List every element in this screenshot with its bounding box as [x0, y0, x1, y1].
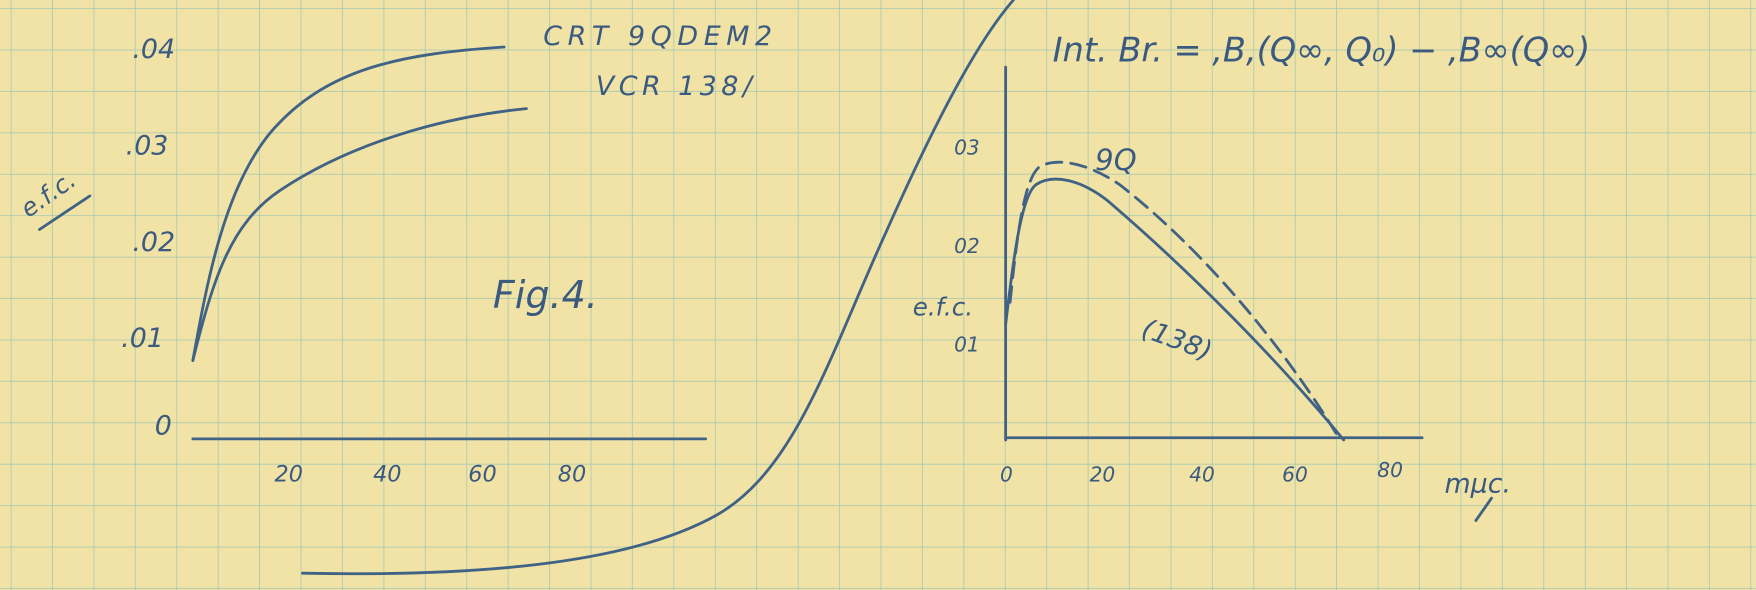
y-tick-label: .02	[132, 227, 175, 258]
notebook-page: .04 .03 .02 .01 0 e.f.c. CRT 9QDEM2 VCR …	[0, 0, 1756, 590]
x-tick-label: 80	[1377, 458, 1403, 482]
formula: Int. Br. = ,B,(Q∞, Q₀) − ,B∞(Q∞)	[1053, 31, 1591, 70]
y-tick-label: .01	[121, 323, 164, 354]
y-tick-label: 01	[954, 333, 980, 357]
grid-paper	[0, 0, 1755, 590]
caption: Fig.4.	[493, 273, 598, 317]
y-tick-label: .04	[132, 34, 175, 65]
y-axis-label: e.f.c.	[913, 293, 973, 322]
curve-label: VCR 138/	[596, 71, 756, 102]
y-tick-label: .03	[126, 130, 169, 161]
curve-label: 9Q	[1095, 143, 1136, 177]
x-tick-label: 60	[1282, 462, 1308, 486]
y-tick-label: 0	[155, 410, 172, 441]
page: {"left_chart": {"y_ticks": [".04", ".03"…	[0, 0, 1756, 590]
x-tick-label: 40	[373, 461, 401, 487]
x-tick-label: 60	[468, 461, 496, 487]
y-tick-label: 03	[954, 135, 980, 159]
x-axis-unit: mμc.	[1444, 469, 1511, 500]
x-tick-label: 0	[1000, 462, 1013, 486]
y-tick-label: 02	[954, 234, 980, 258]
x-tick-label: 80	[558, 461, 586, 487]
curve-label: CRT 9QDEM2	[543, 21, 778, 52]
x-tick-label: 40	[1189, 462, 1215, 486]
x-tick-label: 20	[1090, 462, 1116, 486]
x-tick-label: 20	[275, 461, 303, 487]
